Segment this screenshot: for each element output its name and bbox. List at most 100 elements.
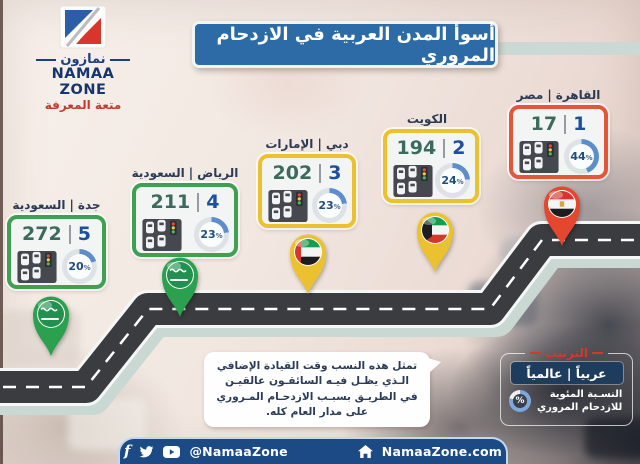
- congestion-donut: 24%: [435, 163, 470, 198]
- city-card: الكويت 194 2: [383, 112, 479, 203]
- legend-title: الترتيب: [525, 346, 608, 360]
- map-pin-cairo: [544, 186, 580, 246]
- brand-tagline: متعة المعرفة: [44, 97, 122, 112]
- legend-dash: [529, 352, 541, 354]
- city-card: مصر | القاهرة 17 1: [509, 88, 608, 179]
- city-title-divider: |: [69, 198, 74, 212]
- city-name: القاهرة: [555, 88, 601, 102]
- map-pin-kuwait: [417, 212, 453, 272]
- city-region: السعودية: [12, 198, 66, 212]
- city-title: السعودية | جدة: [7, 198, 106, 212]
- background-car-blob: [468, 282, 538, 326]
- rank-numbers: 272 5: [16, 221, 97, 247]
- brand-arabic-name: نمازون: [26, 51, 140, 67]
- city-title-divider: |: [188, 166, 194, 180]
- city-card: السعودية | جدة 272 5: [7, 198, 106, 289]
- city-card: السعودية | الرياض 211 4: [132, 166, 238, 257]
- congestion-percent: 23%: [200, 228, 223, 241]
- note-line: تمثل هذه النسب وقت القيادة الإضافي: [216, 360, 418, 372]
- stats-card: 211 4: [132, 183, 238, 257]
- city-region: مصر: [516, 88, 544, 102]
- city-region: السعودية: [131, 166, 185, 180]
- egypt-flag-icon: [549, 191, 575, 217]
- saudi-flag-icon: [38, 301, 64, 327]
- legend-title-text: الترتيب: [544, 346, 589, 360]
- note-line: الـذي يظـل فيـه السائقـون عالقيـن: [224, 375, 410, 388]
- rank-divider: [68, 224, 71, 244]
- facebook-icon[interactable]: f: [124, 442, 131, 460]
- arab-rank: 2: [452, 137, 466, 159]
- brand-logo: نمازون NAMAA ZONE متعة المعرفة: [26, 5, 140, 112]
- left-photo-edge: [0, 0, 3, 464]
- traffic-jam-icon: [268, 189, 308, 222]
- arab-rank: 4: [206, 191, 220, 213]
- congestion-percent: 24%: [441, 174, 464, 187]
- stats-card: 202 3: [258, 154, 356, 228]
- city-region: الكويت: [406, 112, 448, 126]
- social-handle[interactable]: @NamaaZone: [189, 444, 288, 459]
- youtube-icon[interactable]: [163, 445, 181, 458]
- banner-extension-line: [492, 42, 640, 55]
- website-link[interactable]: NamaaZone.com: [381, 444, 502, 459]
- map-pin-dubai: [290, 234, 326, 294]
- global-rank: 202: [272, 162, 313, 184]
- arab-rank: 5: [77, 223, 91, 245]
- global-rank: 272: [22, 223, 62, 245]
- global-rank: 17: [530, 113, 558, 135]
- percent-sign: %: [515, 396, 525, 406]
- rank-numbers: 202 3: [267, 160, 347, 186]
- map-pin-riyadh: [162, 257, 198, 317]
- congestion-donut: 23%: [194, 217, 229, 252]
- global-rank: 194: [396, 137, 437, 159]
- legend-dash: [592, 352, 604, 354]
- city-title: السعودية | الرياض: [131, 166, 239, 180]
- footer-bar: f @NamaaZone NamaaZone.com: [118, 437, 508, 464]
- congestion-percent: 44%: [570, 150, 593, 163]
- rank-divider: [443, 138, 446, 158]
- city-title-divider: |: [317, 137, 322, 151]
- global-rank: 211: [150, 191, 191, 213]
- traffic-jam-icon: [17, 250, 57, 283]
- congestion-donut: 23%: [312, 188, 347, 223]
- stats-card: 272 5: [7, 215, 106, 289]
- note-line: في الطريـق بسبـب الازدحـام المـروري: [216, 390, 418, 403]
- namaa-zone-logo-icon: [59, 5, 107, 49]
- rank-divider: [319, 163, 322, 183]
- traffic-jam-icon: [393, 164, 433, 197]
- home-icon: [357, 445, 373, 458]
- city-name: دبي: [325, 137, 349, 151]
- brand-name: NAMAA ZONE: [51, 65, 115, 98]
- rank-divider: [564, 114, 567, 134]
- congestion-donut: 20%: [62, 249, 97, 284]
- note-line: على مدار العام كله.: [265, 406, 369, 419]
- traffic-jam-icon: [142, 218, 182, 251]
- traffic-jam-icon: [519, 140, 559, 173]
- stats-card: 17 1: [509, 105, 608, 179]
- page-title: أسوأ المدن العربية في الازدحام المروري: [192, 21, 498, 68]
- map-pin-jeddah: [33, 296, 69, 356]
- brand-arabic-name-text: نمازون: [60, 51, 106, 67]
- city-name: جدة: [77, 198, 101, 212]
- city-name: الرياض: [197, 166, 239, 180]
- legend-box: الترتيب عربياً | عالمياً % النسـبة المئو…: [500, 346, 633, 426]
- legend-percent-row: % النسـبة المئوية للازدحام المروري: [507, 388, 626, 414]
- rank-numbers: 211 4: [141, 189, 229, 215]
- stats-card: 194 2: [383, 129, 479, 203]
- percent-donut-icon: %: [509, 390, 531, 412]
- arab-rank: 3: [328, 162, 342, 184]
- rank-divider: [197, 192, 200, 212]
- congestion-percent: 23%: [318, 199, 341, 212]
- uae-flag-icon: [295, 239, 321, 265]
- logo-dash: [109, 58, 130, 61]
- city-title-divider: |: [547, 88, 552, 102]
- background-car-blob: [585, 418, 640, 458]
- city-card: الإمارات | دبي 202 3: [258, 137, 356, 228]
- congestion-percent: 20%: [68, 260, 91, 273]
- rank-numbers: 17 1: [518, 111, 599, 137]
- arab-rank: 1: [573, 113, 587, 135]
- legend-percent-label: النسـبة المئوية للازدحام المروري: [537, 389, 623, 413]
- congestion-donut: 44%: [564, 139, 599, 174]
- city-region: الإمارات: [265, 137, 314, 151]
- twitter-icon[interactable]: [139, 445, 154, 458]
